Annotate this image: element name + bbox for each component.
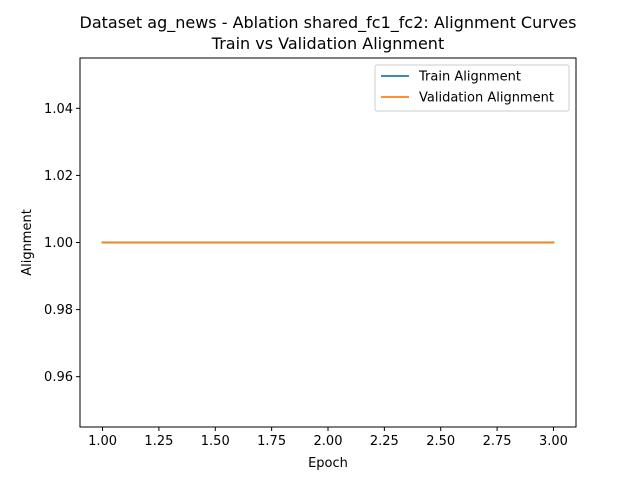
x-axis-ticks: 1.00 1.25 1.50 1.75 2.00 2.25 2.50 2.75 3.00 [88, 427, 568, 449]
chart-title: Dataset ag_news - Ablation shared_fc1_fc… [80, 13, 577, 33]
legend-items: Train Alignment Validation Alignment [381, 70, 554, 106]
x-tick-label: 1.75 [257, 434, 286, 449]
x-tick-label: 1.25 [144, 434, 173, 449]
legend-label: Validation Alignment [419, 91, 554, 106]
plot-area-frame [79, 57, 577, 428]
x-tick-label: 3.00 [539, 434, 568, 449]
x-tick-label: 2.00 [314, 434, 343, 449]
x-axis-label: Epoch [308, 456, 348, 471]
y-tick-label: 1.02 [44, 169, 73, 184]
y-tick-label: 0.98 [44, 303, 73, 318]
y-tick-label: 1.04 [44, 102, 73, 117]
x-tick-label: 2.75 [483, 434, 512, 449]
y-tick-label: 0.96 [44, 370, 73, 385]
y-axis-ticks: 0.96 0.98 1.00 1.02 1.04 [44, 102, 80, 385]
chart-subtitle: Train vs Validation Alignment [211, 34, 444, 53]
x-tick-label: 2.25 [370, 434, 399, 449]
y-axis-label: Alignment [20, 209, 35, 276]
legend: Train Alignment Validation Alignment [374, 64, 570, 112]
y-tick-label: 1.00 [44, 236, 73, 251]
legend-frame [374, 64, 570, 112]
x-tick-label: 2.50 [426, 434, 455, 449]
x-tick-label: 1.00 [88, 434, 117, 449]
legend-label: Train Alignment [418, 70, 521, 85]
x-tick-label: 1.50 [201, 434, 230, 449]
